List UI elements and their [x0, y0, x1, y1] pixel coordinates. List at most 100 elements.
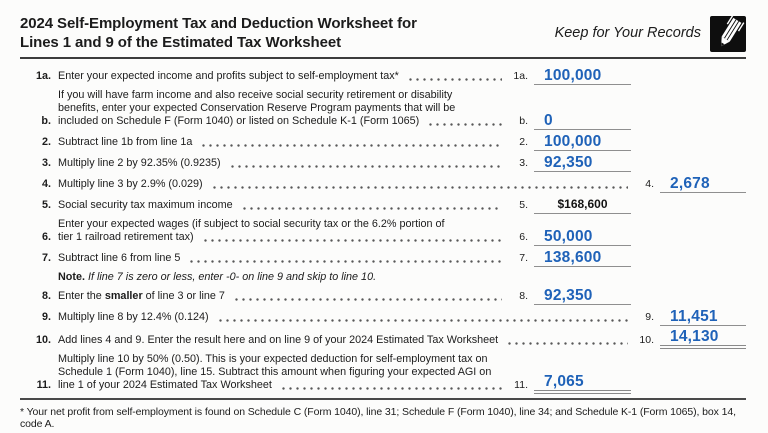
dotted-leader: [210, 186, 628, 189]
line-description: line 1 of your 2024 Estimated Tax Worksh…: [58, 379, 272, 391]
line-description: Enter your expected wages (if subject to…: [58, 218, 445, 230]
value-field-11[interactable]: 7,065: [534, 373, 631, 394]
line-number: 7.: [41, 252, 51, 264]
value-field-4[interactable]: 2,678: [660, 176, 746, 193]
value-field-8[interactable]: 92,350: [534, 288, 631, 305]
value-field-1a[interactable]: 100,000: [534, 68, 631, 85]
worksheet: 1a. Enter your expected income and profi…: [20, 59, 746, 394]
dotted-leader: [188, 260, 502, 263]
line-ref: 10.: [639, 334, 654, 346]
worksheet-line-10: 10. Add lines 4 and 9. Enter the result …: [20, 328, 746, 349]
page-title-line2: Lines 1 and 9 of the Estimated Tax Works…: [20, 34, 341, 51]
value-field-1b[interactable]: 0: [534, 113, 631, 130]
worksheet-line-2: 2. Subtract line 1b from line 1a 2. 100,…: [20, 134, 746, 151]
worksheet-line-1a: 1a. Enter your expected income and profi…: [20, 68, 746, 85]
note-line: Note. If line 7 is zero or less, enter -…: [20, 271, 746, 284]
preprinted-amount: $168,600: [557, 197, 608, 211]
keep-for-records: Keep for Your Records: [554, 15, 746, 52]
line-description: Multiply line 3 by 2.9% (0.029): [58, 178, 203, 190]
entry-amount: 138,600: [544, 249, 602, 266]
line-number: b.: [41, 115, 51, 127]
value-field-3[interactable]: 92,350: [534, 155, 631, 172]
line-description: Multiply line 2 by 92.35% (0.9235): [58, 157, 221, 169]
line-description: Enter the smaller of line 3 or line 7: [58, 290, 225, 302]
worksheet-line-11: 11. Multiply line 10 by 50% (0.50). This…: [20, 353, 746, 394]
dotted-leader: [506, 342, 628, 345]
dotted-leader: [228, 165, 502, 168]
line-description: Enter your expected income and profits s…: [58, 70, 399, 82]
footnote: * Your net profit from self-employment i…: [20, 406, 736, 430]
line-number: 6.: [41, 231, 51, 243]
line-ref: 4.: [645, 178, 654, 190]
worksheet-line-8: 8. Enter the smaller of line 3 or line 7…: [20, 288, 746, 305]
entry-amount: 14,130: [670, 328, 719, 345]
line-number: 3.: [41, 157, 51, 169]
line-description: Schedule 1 (Form 1040), line 15. Subtrac…: [58, 366, 492, 378]
dotted-leader: [201, 239, 502, 242]
line-number: 8.: [41, 290, 51, 302]
worksheet-line-4: 4. Multiply line 3 by 2.9% (0.029) 4. 2,…: [20, 176, 746, 193]
footnote-rule: [20, 398, 746, 400]
dotted-leader: [406, 78, 502, 81]
entry-amount: 92,350: [544, 287, 593, 304]
line-description: included on Schedule F (Form 1040) or li…: [58, 115, 420, 127]
line-description: If you will have farm income and also re…: [58, 89, 453, 101]
value-field-2[interactable]: 100,000: [534, 134, 631, 151]
value-field-7[interactable]: 138,600: [534, 250, 631, 267]
pencil-icon: [710, 15, 746, 52]
entry-amount: 7,065: [544, 373, 584, 390]
line-ref: 1a.: [513, 70, 528, 82]
dotted-leader: [240, 207, 502, 210]
worksheet-line-5: 5. Social security tax maximum income 5.…: [20, 197, 746, 214]
entry-amount: 100,000: [544, 67, 602, 84]
page-title-line1: 2024 Self-Employment Tax and Deduction W…: [20, 15, 417, 32]
line-description: Subtract line 1b from line 1a: [58, 136, 193, 148]
line-ref: 9.: [645, 311, 654, 323]
line-number: 10.: [35, 334, 51, 346]
value-field-5: $168,600: [534, 197, 631, 214]
line-ref: 2.: [519, 136, 528, 148]
worksheet-line-9: 9. Multiply line 8 by 12.4% (0.124) 9. 1…: [20, 309, 746, 326]
line-number: 1a.: [35, 70, 51, 82]
line-description: Multiply line 10 by 50% (0.50). This is …: [58, 353, 488, 365]
line-ref: 3.: [519, 157, 528, 169]
value-field-10[interactable]: 14,130: [660, 328, 746, 349]
line-description: Subtract line 6 from line 5: [58, 252, 181, 264]
worksheet-line-1b: b. If you will have farm income and also…: [20, 89, 746, 130]
line-number: 11.: [36, 379, 51, 391]
line-description: benefits, enter your expected Conservati…: [58, 102, 456, 114]
header-rule: [20, 57, 746, 59]
header: 2024 Self-Employment Tax and Deduction W…: [20, 14, 746, 52]
value-field-9[interactable]: 11,451: [660, 309, 746, 326]
dotted-leader: [232, 298, 502, 301]
line-number: 4.: [41, 178, 51, 190]
worksheet-line-3: 3. Multiply line 2 by 92.35% (0.9235) 3.…: [20, 155, 746, 172]
note-text: If line 7 is zero or less, enter -0- on …: [85, 271, 377, 283]
line-ref: 5.: [519, 199, 528, 211]
entry-amount: 100,000: [544, 133, 602, 150]
line-number: 2.: [41, 136, 51, 148]
keep-for-records-label: Keep for Your Records: [554, 25, 701, 41]
dotted-leader: [427, 123, 502, 126]
note-label: Note.: [58, 271, 85, 283]
value-field-6[interactable]: 50,000: [534, 229, 631, 246]
line-description: Add lines 4 and 9. Enter the result here…: [58, 334, 499, 346]
page-title: 2024 Self-Employment Tax and Deduction W…: [20, 14, 417, 52]
line-description: Multiply line 8 by 12.4% (0.124): [58, 311, 209, 323]
dotted-leader: [216, 319, 628, 322]
line-ref: b.: [519, 115, 528, 127]
line-description: tier 1 railroad retirement tax): [58, 231, 194, 243]
line-ref: 11.: [514, 379, 528, 391]
worksheet-line-6: 6. Enter your expected wages (if subject…: [20, 218, 746, 246]
entry-amount: 2,678: [670, 175, 710, 192]
line-ref: 8.: [519, 290, 528, 302]
line-ref: 7.: [519, 252, 528, 264]
worksheet-line-7: 7. Subtract line 6 from line 5 7. 138,60…: [20, 250, 746, 267]
line-number: 5.: [41, 199, 51, 211]
dotted-leader: [200, 144, 502, 147]
entry-amount: 92,350: [544, 154, 593, 171]
entry-amount: 11,451: [670, 308, 718, 325]
line-ref: 6.: [519, 231, 528, 243]
line-description: Social security tax maximum income: [58, 199, 233, 211]
